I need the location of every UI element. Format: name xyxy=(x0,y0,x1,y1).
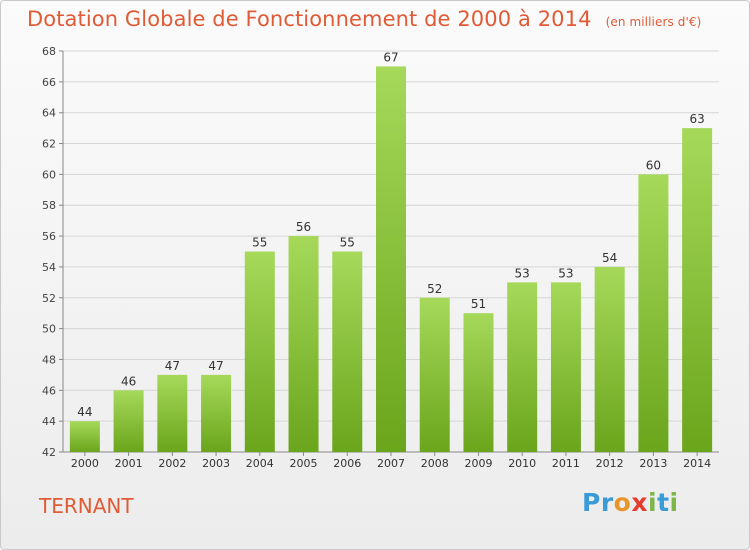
bar xyxy=(69,421,100,452)
bar xyxy=(244,251,275,452)
data-label: 56 xyxy=(296,220,311,234)
chart-title-text: Dotation Globale de Fonctionnement de 20… xyxy=(27,7,592,31)
y-tick-label: 42 xyxy=(42,446,56,459)
y-tick-label: 48 xyxy=(42,353,56,366)
x-tick-label: 2001 xyxy=(115,457,143,470)
y-tick-label: 56 xyxy=(42,230,56,243)
bar xyxy=(419,297,450,452)
label-layer: 44 46 47 47 55 56 55 67 52 51 53 53 54 60 63 xyxy=(77,50,705,419)
logo-letter: x xyxy=(631,488,648,517)
x-tick-label: 2013 xyxy=(639,457,667,470)
logo-letter: o xyxy=(613,488,632,517)
x-tick-label: 2010 xyxy=(508,457,536,470)
axis-layer: 42 44 46 48 50 52 54 56 58 60 62 64 66 68 2000 2001 2002… xyxy=(42,45,719,470)
y-tick-label: 60 xyxy=(42,168,56,181)
bar xyxy=(113,390,144,452)
logo-letter: t xyxy=(657,488,670,517)
y-tick-label: 44 xyxy=(42,415,56,428)
bar xyxy=(376,66,406,452)
proxiti-logo: Proxiti xyxy=(582,488,679,517)
data-label: 54 xyxy=(602,251,617,265)
chart-title: Dotation Globale de Fonctionnement de 20… xyxy=(27,7,701,31)
y-tick-label: 64 xyxy=(42,107,56,120)
logo-letter: i xyxy=(669,488,679,517)
y-tick-label: 46 xyxy=(42,384,56,397)
bar-layer xyxy=(69,66,713,452)
y-tick-label: 66 xyxy=(42,76,56,89)
bar xyxy=(463,313,494,452)
data-label: 51 xyxy=(471,297,486,311)
data-label: 60 xyxy=(646,158,661,172)
x-tick-label: 2008 xyxy=(421,457,449,470)
unit-label: (en milliers d'€) xyxy=(605,15,702,29)
x-tick-label: 2002 xyxy=(158,457,186,470)
data-label: 53 xyxy=(515,266,530,280)
bar xyxy=(594,266,625,452)
x-tick-label: 2000 xyxy=(71,457,99,470)
y-tick-label: 54 xyxy=(42,261,56,274)
y-tick-label: 52 xyxy=(42,292,56,305)
data-label: 52 xyxy=(427,282,442,296)
x-tick-label: 2004 xyxy=(246,457,274,470)
data-label: 55 xyxy=(252,236,267,250)
y-tick-label: 62 xyxy=(42,138,56,151)
y-tick-label: 58 xyxy=(42,199,56,212)
data-label: 44 xyxy=(77,405,92,419)
x-tick-label: 2006 xyxy=(333,457,361,470)
y-tick-label: 68 xyxy=(42,45,56,58)
bar xyxy=(201,374,232,452)
data-label: 55 xyxy=(340,236,355,250)
data-label: 47 xyxy=(165,359,180,373)
x-tick-label: 2014 xyxy=(683,457,711,470)
data-label: 63 xyxy=(689,112,704,126)
bar xyxy=(332,251,363,452)
x-tick-label: 2003 xyxy=(202,457,230,470)
bar xyxy=(682,128,713,452)
data-label: 47 xyxy=(208,359,223,373)
bar xyxy=(507,282,538,452)
logo-letter: P xyxy=(582,488,601,517)
x-tick-label: 2012 xyxy=(596,457,624,470)
x-tick-label: 2005 xyxy=(290,457,318,470)
x-tick-label: 2007 xyxy=(377,457,405,470)
x-tick-label: 2009 xyxy=(464,457,492,470)
bar xyxy=(550,282,581,452)
bar xyxy=(638,174,669,452)
data-label: 53 xyxy=(558,266,573,280)
bar xyxy=(157,374,188,452)
bar xyxy=(288,236,319,452)
x-tick-label: 2011 xyxy=(552,457,580,470)
logo-letter: r xyxy=(600,488,614,517)
logo-letter: i xyxy=(648,488,658,517)
data-label: 67 xyxy=(383,50,398,64)
y-tick-label: 50 xyxy=(42,323,56,336)
commune-name: TERNANT xyxy=(39,494,134,518)
data-label: 46 xyxy=(121,374,136,388)
